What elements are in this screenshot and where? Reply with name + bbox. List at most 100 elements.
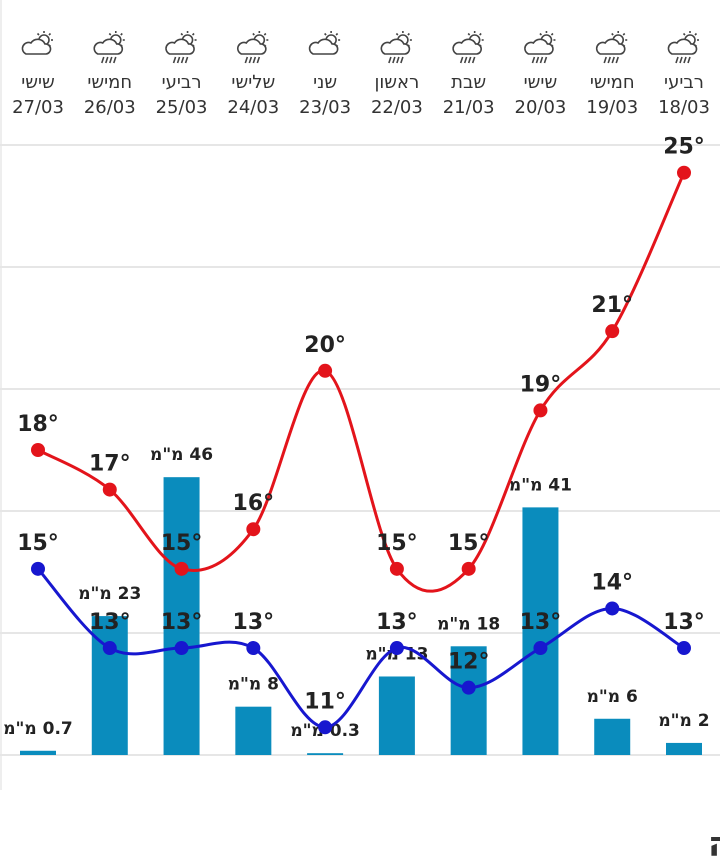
- date-label: 27/03: [12, 97, 64, 118]
- sun-ray: [48, 32, 52, 36]
- date-label: 18/03: [658, 97, 710, 118]
- weather-icon: [667, 31, 699, 64]
- rain-drop: [113, 56, 117, 64]
- rain-bar: [450, 646, 487, 755]
- temp-point: [461, 561, 476, 576]
- date-label: 25/03: [156, 97, 208, 118]
- temp-point: [102, 641, 117, 656]
- rain-drop: [244, 56, 249, 64]
- rain-drop: [615, 56, 619, 64]
- rain-drop: [388, 56, 392, 64]
- temp-label: 20°: [304, 333, 346, 358]
- rain-drop: [535, 56, 540, 64]
- temp-point: [246, 522, 261, 537]
- temp-label: 15°: [376, 531, 418, 556]
- temp-point: [533, 403, 548, 418]
- sun-ray: [180, 32, 184, 36]
- rain-drop: [543, 56, 548, 64]
- rain-label: 41 מ"מ: [509, 475, 572, 495]
- temp-point: [389, 641, 404, 656]
- rain-bar: [378, 676, 415, 755]
- day-label: ראשון: [375, 72, 420, 93]
- temp-point: [102, 482, 117, 497]
- temp-label: 19°: [520, 372, 562, 397]
- rain-drop: [400, 56, 404, 64]
- sun-ray: [36, 32, 40, 36]
- rain-drop: [248, 56, 253, 64]
- cloud: [595, 38, 626, 55]
- rain-drop: [607, 56, 611, 64]
- temp-point: [174, 561, 189, 576]
- sun-ray: [108, 32, 112, 36]
- rain-drop: [256, 56, 261, 64]
- rain-drop: [679, 56, 683, 64]
- sun-ray: [694, 32, 698, 36]
- temp-label: 15°: [17, 531, 59, 556]
- rain-drop: [184, 56, 189, 64]
- date-label: 22/03: [371, 97, 423, 118]
- rain-label: 18 מ"מ: [437, 614, 500, 634]
- rain-drop: [675, 56, 679, 64]
- rain-bar: [235, 706, 272, 755]
- sun-ray: [479, 32, 482, 36]
- rain-drop: [611, 56, 615, 64]
- day-label: חמישי: [87, 72, 132, 93]
- temp-point: [389, 561, 404, 576]
- day-label: שישי: [21, 72, 55, 93]
- rain-drop: [539, 56, 544, 64]
- sun-ray: [263, 32, 267, 36]
- rain-drop: [109, 56, 113, 64]
- day-label: שבת: [451, 72, 486, 93]
- temp-point: [174, 641, 189, 656]
- date-label: 23/03: [299, 97, 351, 118]
- sun-ray: [550, 32, 554, 36]
- rain-bar: [163, 477, 200, 755]
- temp-label: 15°: [161, 531, 203, 556]
- cloud: [21, 38, 52, 55]
- rain-drop: [101, 56, 105, 64]
- rain-drop: [180, 56, 185, 64]
- sun-ray: [682, 32, 686, 36]
- cloud: [524, 38, 554, 55]
- rain-label: 23 מ"מ: [78, 584, 141, 604]
- temp-label: 13°: [161, 610, 203, 635]
- weather-icon: [93, 31, 125, 64]
- temp-label: 13°: [89, 610, 131, 635]
- rain-label: 6 מ"מ: [587, 687, 638, 707]
- date-label: 21/03: [443, 97, 495, 118]
- temp-line: [36, 567, 685, 729]
- temp-point: [31, 443, 45, 457]
- temp-point: [318, 720, 333, 735]
- sun-ray: [395, 32, 399, 36]
- cloud: [667, 38, 698, 55]
- temp-label: 11°: [304, 689, 346, 714]
- cloud: [452, 38, 482, 55]
- temp-label: 12°: [448, 650, 490, 675]
- temp-point: [318, 363, 333, 378]
- temp-point: [246, 641, 261, 656]
- rain-drop: [603, 56, 607, 64]
- day-label: שישי: [524, 72, 558, 93]
- sun-ray: [120, 32, 123, 36]
- sun-ray: [467, 32, 471, 36]
- sun-ray: [407, 32, 410, 36]
- temp-label: 13°: [520, 610, 562, 635]
- weather-icon: [595, 31, 628, 64]
- cloud: [308, 38, 339, 55]
- temp-point: [605, 601, 620, 616]
- temp-line: [37, 172, 686, 593]
- rain-bar: [307, 753, 344, 755]
- date-label: 26/03: [84, 97, 136, 118]
- temp-label: 17°: [89, 452, 131, 477]
- rain-drop: [531, 56, 536, 64]
- weather-icon: [165, 31, 197, 64]
- temp-point: [31, 561, 45, 576]
- weather-icon: [380, 31, 412, 64]
- rain-label: 8 מ"מ: [228, 675, 279, 695]
- date-label: 20/03: [515, 97, 567, 118]
- temp-label: 18°: [17, 412, 59, 437]
- rain-bar: [20, 750, 56, 755]
- temp-label: 21°: [591, 293, 633, 318]
- temp-point: [605, 324, 620, 339]
